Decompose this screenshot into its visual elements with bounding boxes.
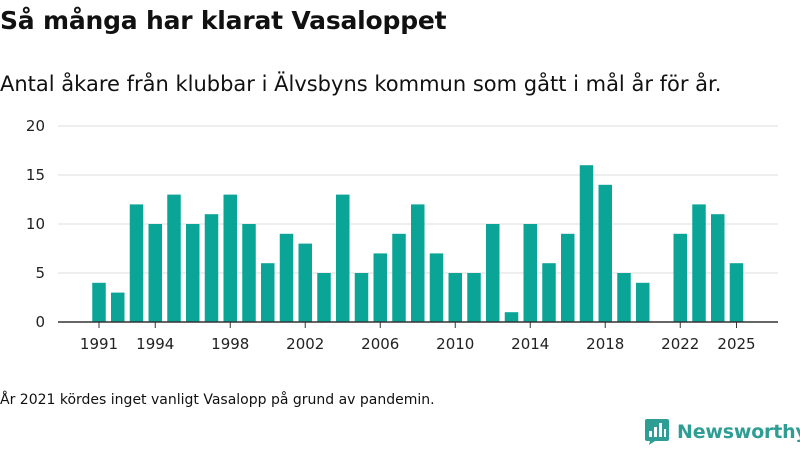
x-tick-label-2025: 2025 [717, 335, 755, 353]
bar-2006 [373, 253, 387, 322]
bar-1992 [111, 292, 125, 322]
brand-name: Newsworthy [677, 421, 800, 443]
bar-2002 [298, 243, 312, 322]
bar-2014 [523, 224, 537, 322]
bar-2004 [336, 194, 350, 322]
chart-subtitle: Antal åkare från klubbar i Älvsbyns komm… [0, 72, 722, 96]
x-tick-label-2014: 2014 [511, 335, 549, 353]
bar-2020 [636, 282, 650, 322]
x-tick-label-1998: 1998 [211, 335, 249, 353]
y-tick-label-0: 0 [35, 313, 45, 331]
bar-2015 [542, 263, 556, 322]
bar-chart: 0 5 10 15 20 1991 1994 1998 2002 2006 2010 2014 2018… [26, 117, 778, 353]
bar-2003 [317, 273, 331, 322]
bar-2022 [673, 233, 687, 322]
bar-1996 [186, 224, 200, 322]
bar-1995 [167, 194, 181, 322]
bar-1998 [223, 194, 237, 322]
bar-2005 [354, 273, 369, 322]
bar-2007 [392, 233, 406, 322]
bar-2008 [411, 204, 425, 322]
bar-1999 [242, 224, 256, 322]
x-tick-label-1994: 1994 [136, 335, 174, 353]
x-tick-label-2010: 2010 [436, 335, 474, 353]
x-tick-label-2022: 2022 [661, 335, 699, 353]
bar-1991 [92, 282, 106, 322]
bar-1994 [148, 224, 162, 322]
bar-2023 [692, 204, 706, 322]
bar-2000 [261, 263, 275, 322]
bar-2010 [448, 273, 462, 322]
footnote: År 2021 kördes inget vanligt Vasalopp på… [0, 392, 435, 408]
bar-2013 [504, 312, 519, 322]
brand[interactable]: Newsworthy [644, 418, 800, 446]
bar-2018 [598, 184, 612, 322]
bar-2012 [486, 224, 500, 322]
y-tick-label-15: 15 [26, 166, 45, 184]
bar-2009 [429, 253, 444, 322]
x-tick-label-1991: 1991 [80, 335, 118, 353]
bar-2016 [561, 233, 575, 322]
y-tick-label-5: 5 [35, 264, 45, 282]
bar-2025 [729, 263, 744, 322]
bar-2024 [711, 214, 725, 322]
bar-2001 [279, 233, 294, 322]
y-tick-label-10: 10 [26, 215, 45, 233]
newsworthy-logo-icon [645, 419, 669, 445]
bar-2011 [467, 273, 481, 322]
x-tick-label-2002: 2002 [286, 335, 324, 353]
y-tick-label-20: 20 [26, 117, 45, 135]
bar-1993 [129, 204, 144, 322]
x-tick-label-2006: 2006 [361, 335, 399, 353]
chart-title: Så många har klarat Vasaloppet [0, 6, 447, 35]
bar-2019 [617, 273, 631, 322]
bar-2017 [579, 165, 594, 322]
bar-1997 [204, 214, 219, 322]
x-tick-label-2018: 2018 [586, 335, 624, 353]
